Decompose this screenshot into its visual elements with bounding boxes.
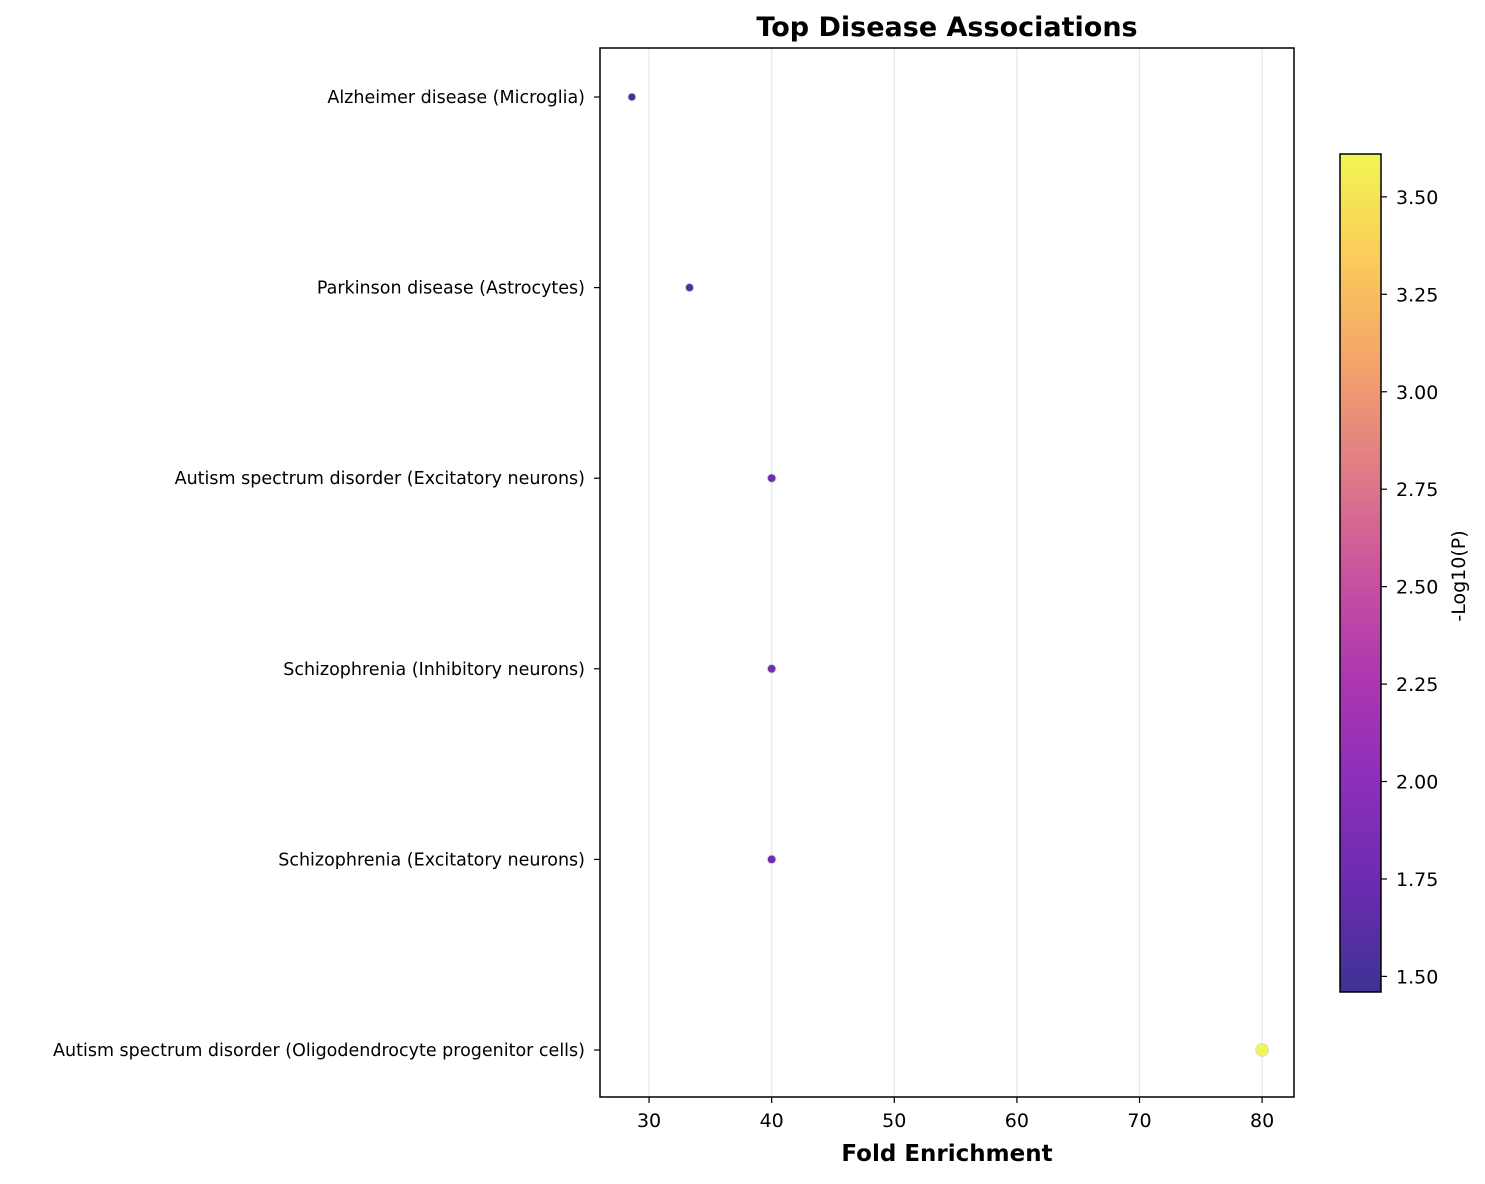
x-tick-label: 80 [1250,1110,1274,1132]
y-category-label: Autism spectrum disorder (Oligodendrocyt… [53,1041,585,1061]
data-point [766,854,777,865]
y-category-label: Alzheimer disease (Microglia) [327,88,585,108]
y-category-label: Parkinson disease (Astrocytes) [317,279,585,299]
data-point [766,663,777,674]
colorbar: 1.50 1.75 2.00 2.25 2.50 2.75 3.00 3.25 3.50 [1339,153,1438,993]
data-point [766,473,777,484]
y-axis: Alzheimer disease (Microglia) Parkinson d… [53,88,600,1061]
x-tick-label: 50 [882,1110,906,1132]
y-category-label: Schizophrenia (Excitatory neurons) [278,850,585,870]
y-category-label: Autism spectrum disorder (Excitatory neu… [175,469,585,489]
colorbar-tick-label: 3.00 [1396,382,1438,404]
x-axis-label: Fold Enrichment [841,1141,1052,1167]
y-category-label: Schizophrenia (Inhibitory neurons) [283,660,585,680]
colorbar-tick-label: 2.75 [1396,479,1438,501]
data-point [627,92,637,102]
plot-frame [599,47,1295,1098]
colorbar-tick-label: 3.25 [1396,284,1438,306]
colorbar-tick-label: 2.00 [1396,772,1438,794]
x-axis: 30 40 50 60 70 80 [637,1097,1274,1132]
data-point [1255,1043,1270,1057]
colorbar-label: -Log10(P) [1448,530,1470,621]
data-points [627,92,1270,1057]
x-tick-label: 60 [1005,1110,1029,1132]
x-tick-label: 30 [637,1110,661,1132]
colorbar-tick-label: 2.25 [1396,674,1438,696]
colorbar-tick-label: 1.50 [1396,966,1438,988]
colorbar-gradient [1339,153,1382,993]
x-tick-label: 70 [1127,1110,1151,1132]
chart-title: Top Disease Associations [756,12,1137,43]
data-point [684,282,695,293]
colorbar-tick-label: 1.75 [1396,869,1438,891]
x-tick-label: 40 [760,1110,784,1132]
colorbar-tick-label: 3.50 [1396,187,1438,209]
grid-lines [648,48,1263,1097]
colorbar-tick-label: 2.50 [1396,577,1438,599]
